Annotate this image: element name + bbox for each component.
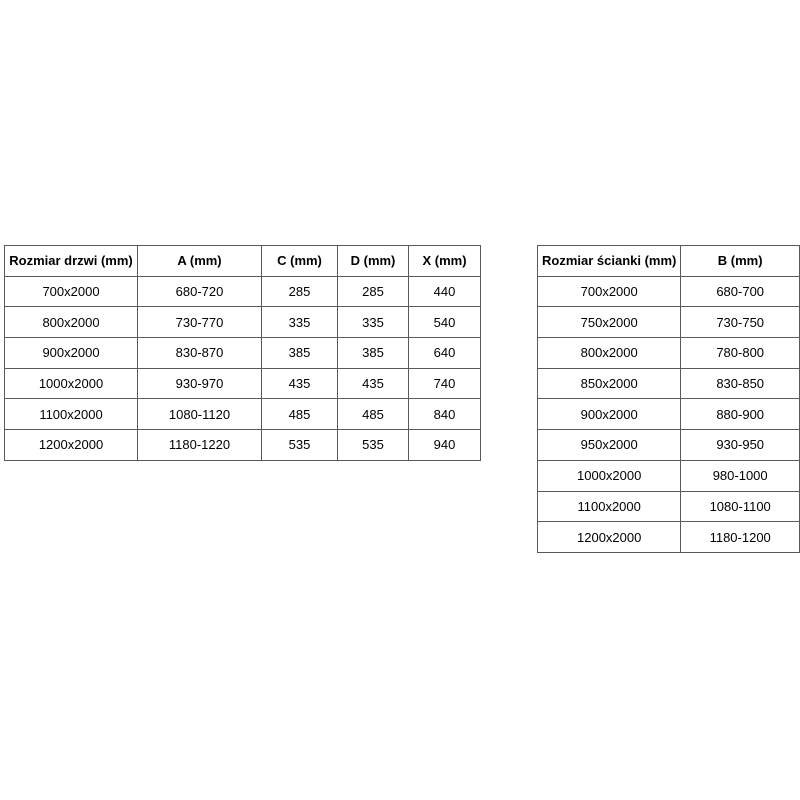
table-cell: 485 bbox=[261, 398, 338, 431]
table-cell: 940 bbox=[408, 429, 481, 461]
table-cell: 1180-1220 bbox=[137, 429, 262, 461]
table-cell: 435 bbox=[337, 367, 409, 400]
table-cell: 800x2000 bbox=[536, 337, 682, 369]
table-cell: 385 bbox=[337, 337, 409, 369]
table-cell: 830-870 bbox=[137, 337, 262, 369]
column-header: Rozmiar ścianki (mm) bbox=[536, 245, 682, 277]
table-row: 800x2000 730-770 335 335 540 bbox=[4, 306, 481, 339]
table-row: 1200x2000 1180-1200 bbox=[536, 521, 800, 553]
table-cell: 440 bbox=[408, 275, 481, 308]
table-cell: 285 bbox=[337, 275, 409, 308]
table-row: 900x2000 880-900 bbox=[536, 398, 800, 431]
table-cell: 1100x2000 bbox=[4, 398, 138, 431]
table-cell: 730-750 bbox=[680, 306, 800, 339]
table-cell: 1200x2000 bbox=[4, 429, 138, 461]
table-cell: 1000x2000 bbox=[536, 459, 682, 492]
table-cell: 900x2000 bbox=[536, 398, 682, 431]
table-cell: 1200x2000 bbox=[536, 521, 682, 553]
column-header: B (mm) bbox=[680, 245, 800, 277]
table-cell: 485 bbox=[337, 398, 409, 431]
table-row: 1100x2000 1080-1100 bbox=[536, 490, 800, 523]
table-row: 850x2000 830-850 bbox=[536, 367, 800, 400]
header-row: Rozmiar ścianki (mm) B (mm) bbox=[536, 245, 800, 277]
table-row: 700x2000 680-720 285 285 440 bbox=[4, 275, 481, 308]
table-cell: 830-850 bbox=[680, 367, 800, 400]
table-cell: 700x2000 bbox=[536, 275, 682, 308]
table-row: 1100x2000 1080-1120 485 485 840 bbox=[4, 398, 481, 431]
table-cell: 930-950 bbox=[680, 429, 800, 461]
table-cell: 540 bbox=[408, 306, 481, 339]
column-header: D (mm) bbox=[337, 245, 409, 277]
column-header: C (mm) bbox=[261, 245, 338, 277]
table-cell: 1180-1200 bbox=[680, 521, 800, 553]
table-cell: 535 bbox=[337, 429, 409, 461]
table-row: 750x2000 730-750 bbox=[536, 306, 800, 339]
column-header: Rozmiar drzwi (mm) bbox=[4, 245, 138, 277]
table-cell: 1080-1100 bbox=[680, 490, 800, 523]
table-cell: 1000x2000 bbox=[4, 367, 138, 400]
header-row: Rozmiar drzwi (mm) A (mm) C (mm) D (mm) X (m… bbox=[4, 245, 481, 277]
column-header: X (mm) bbox=[408, 245, 481, 277]
table-cell: 950x2000 bbox=[536, 429, 682, 461]
table-cell: 335 bbox=[337, 306, 409, 339]
table-cell: 285 bbox=[261, 275, 338, 308]
table-cell: 335 bbox=[261, 306, 338, 339]
table-cell: 980-1000 bbox=[680, 459, 800, 492]
door-sizes-table-body: 700x2000 680-720 285 285 440 800x2000 730-770 3… bbox=[4, 275, 481, 461]
table-cell: 1080-1120 bbox=[137, 398, 262, 431]
column-header: A (mm) bbox=[137, 245, 262, 277]
table-cell: 1100x2000 bbox=[536, 490, 682, 523]
table-cell: 730-770 bbox=[137, 306, 262, 339]
table-cell: 640 bbox=[408, 337, 481, 369]
table-cell: 740 bbox=[408, 367, 481, 400]
table-row: 950x2000 930-950 bbox=[536, 429, 800, 461]
table-row: 1000x2000 980-1000 bbox=[536, 459, 800, 492]
table-cell: 385 bbox=[261, 337, 338, 369]
table-cell: 780-800 bbox=[680, 337, 800, 369]
table-row: 700x2000 680-700 bbox=[536, 275, 800, 308]
table-row: 900x2000 830-870 385 385 640 bbox=[4, 337, 481, 369]
table-cell: 800x2000 bbox=[4, 306, 138, 339]
wall-panel-sizes-table-head: Rozmiar ścianki (mm) B (mm) bbox=[536, 245, 800, 277]
table-cell: 900x2000 bbox=[4, 337, 138, 369]
table-cell: 930-970 bbox=[137, 367, 262, 400]
table-cell: 840 bbox=[408, 398, 481, 431]
table-cell: 680-700 bbox=[680, 275, 800, 308]
door-sizes-table-head: Rozmiar drzwi (mm) A (mm) C (mm) D (mm) X (m… bbox=[4, 245, 481, 277]
table-cell: 535 bbox=[261, 429, 338, 461]
table-cell: 850x2000 bbox=[536, 367, 682, 400]
table-cell: 750x2000 bbox=[536, 306, 682, 339]
door-sizes-table: Rozmiar drzwi (mm) A (mm) C (mm) D (mm) X (m… bbox=[4, 245, 481, 461]
table-row: 1000x2000 930-970 435 435 740 bbox=[4, 367, 481, 400]
wall-panel-sizes-table: Rozmiar ścianki (mm) B (mm) 700x2000 680-7… bbox=[536, 245, 800, 553]
table-cell: 680-720 bbox=[137, 275, 262, 308]
table-row: 800x2000 780-800 bbox=[536, 337, 800, 369]
table-cell: 880-900 bbox=[680, 398, 800, 431]
table-cell: 700x2000 bbox=[4, 275, 138, 308]
wall-panel-sizes-table-body: 700x2000 680-700 750x2000 730-750 800x2000 78… bbox=[536, 275, 800, 553]
table-cell: 435 bbox=[261, 367, 338, 400]
table-row: 1200x2000 1180-1220 535 535 940 bbox=[4, 429, 481, 461]
